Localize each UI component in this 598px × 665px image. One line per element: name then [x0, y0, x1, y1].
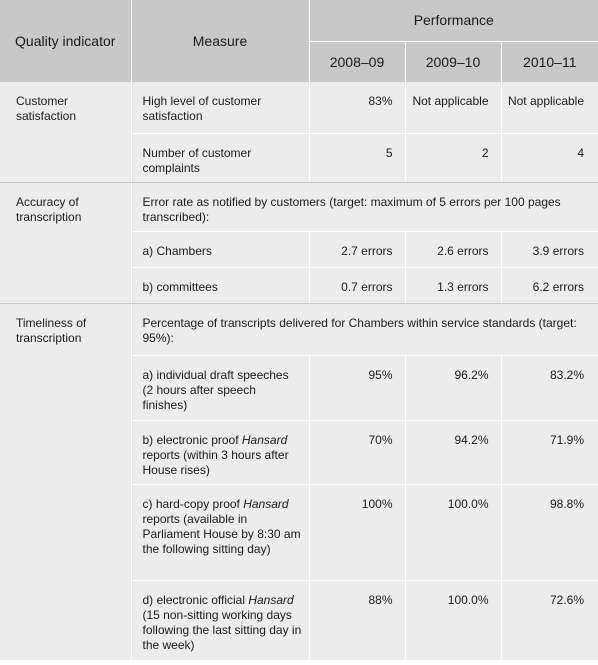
measure-cell: b) electronic proof Hansard reports (wit…	[131, 420, 310, 485]
section-note: Percentage of transcripts delivered for …	[131, 303, 598, 356]
value-cell: 83%	[309, 82, 406, 134]
header-quality-indicator: Quality indicator	[0, 0, 132, 82]
value-cell: 96.2%	[405, 355, 502, 421]
section-note: Error rate as notified by customers (tar…	[131, 182, 598, 232]
value-cell: 70%	[309, 420, 406, 485]
measure-text: c) hard-copy proof	[142, 496, 244, 511]
value-cell: 2.7 errors	[309, 231, 406, 268]
value-cell: 5	[309, 133, 406, 183]
table-row: a) Chambers 2.7 errors 2.6 errors 3.9 er…	[0, 231, 598, 268]
table-row: Timeliness of transcription Percentage o…	[0, 303, 598, 661]
header-year-2010-11: 2010–11	[501, 41, 598, 82]
value-cell: 72.6%	[501, 580, 598, 661]
indicator-customer-satisfaction: Customer satisfaction	[0, 82, 132, 183]
value-cell: 3.9 errors	[501, 231, 598, 268]
measure-text: reports (available in Parliament House b…	[142, 511, 301, 556]
hansard-italic: Hansard	[241, 432, 288, 447]
header-year-2009-10: 2009–10	[405, 41, 502, 82]
value-cell: 6.2 errors	[501, 267, 598, 304]
measure-cell: a) individual draft speeches (2 hours af…	[131, 355, 310, 421]
value-cell: 100.0%	[405, 580, 502, 661]
value-cell: 83.2%	[501, 355, 598, 421]
measure-cell: High level of customer satisfaction	[131, 82, 310, 134]
measure-cell: b) committees	[131, 267, 310, 304]
value-cell: 98.8%	[501, 484, 598, 581]
value-cell: 88%	[309, 580, 406, 661]
measure-cell: a) Chambers	[131, 231, 310, 268]
measure-cell: Number of customer complaints	[131, 133, 310, 183]
measure-text: d) electronic official	[142, 592, 249, 607]
value-cell: 2	[405, 133, 502, 183]
header-year-2008-09: 2008–09	[309, 41, 406, 82]
hansard-italic: Hansard	[243, 496, 289, 511]
table-row: b) electronic proof Hansard reports (wit…	[0, 420, 598, 485]
table-row: a) individual draft speeches (2 hours af…	[0, 355, 598, 421]
measure-cell: d) electronic official Hansard (15 non-s…	[131, 580, 310, 661]
value-cell: 95%	[309, 355, 406, 421]
indicator-timeliness-of-transcription: Timeliness of transcription	[0, 303, 132, 661]
table-row: c) hard-copy proof Hansard reports (avai…	[0, 484, 598, 581]
value-cell: 0.7 errors	[309, 267, 406, 304]
value-cell: 4	[501, 133, 598, 183]
measure-text: (15 non-sitting working days following t…	[142, 607, 302, 652]
value-cell: 94.2%	[405, 420, 502, 485]
measure-cell: c) hard-copy proof Hansard reports (avai…	[131, 484, 310, 581]
table-row: Customer satisfaction High level of cust…	[0, 82, 598, 183]
header-measure: Measure	[131, 0, 310, 82]
value-cell: 1.3 errors	[405, 267, 502, 304]
value-cell: Not applicable	[405, 82, 502, 134]
value-cell: Not applicable	[501, 82, 598, 134]
table-row: d) electronic official Hansard (15 non-s…	[0, 580, 598, 661]
value-cell: 100.0%	[405, 484, 502, 581]
value-cell: 100%	[309, 484, 406, 581]
measure-text: b) electronic proof	[142, 432, 242, 447]
table-row: b) committees 0.7 errors 1.3 errors 6.2 …	[0, 267, 598, 304]
indicator-accuracy-of-transcription: Accuracy of transcription	[0, 182, 132, 304]
header-performance: Performance	[309, 0, 598, 42]
table-row: Number of customer complaints 5 2 4	[0, 133, 598, 183]
hansard-italic: Hansard	[248, 592, 294, 607]
value-cell: 2.6 errors	[405, 231, 502, 268]
measure-text: reports (within 3 hours after House rise…	[142, 447, 289, 477]
table-row: Accuracy of transcription Error rate as …	[0, 182, 598, 304]
value-cell: 71.9%	[501, 420, 598, 485]
